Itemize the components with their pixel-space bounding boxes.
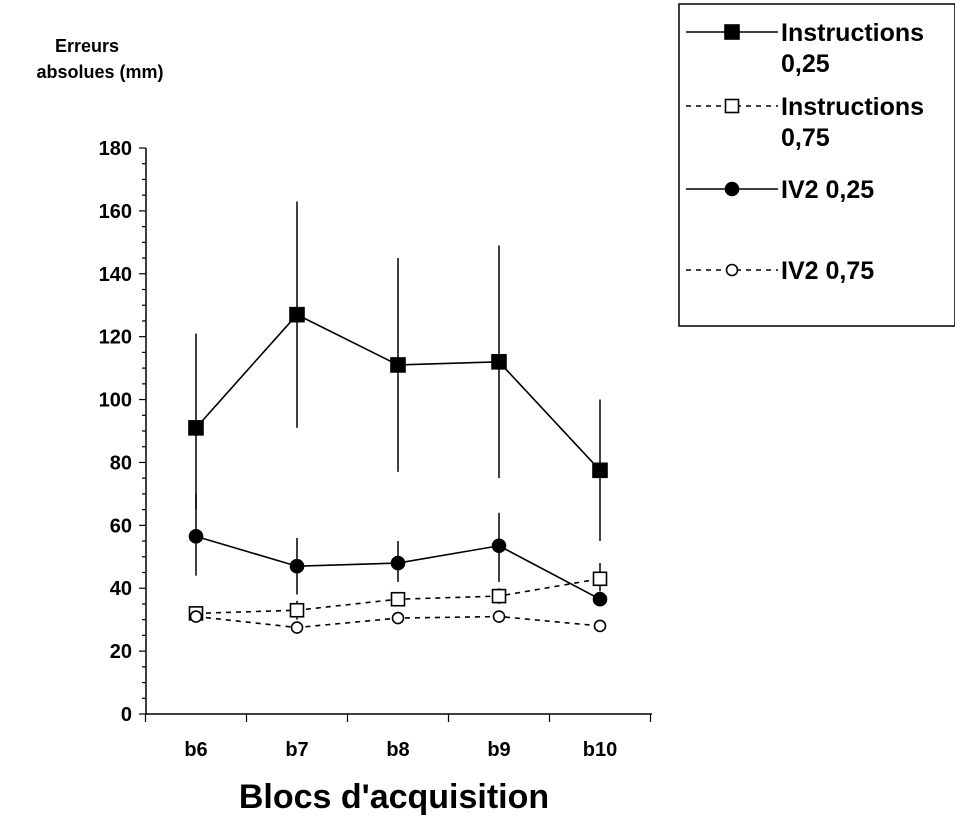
x-axis-title: Blocs d'acquisition — [239, 778, 549, 815]
legend-label: 0,25 — [781, 50, 830, 78]
data-point-marker — [491, 354, 507, 370]
x-tick-label: b10 — [583, 739, 617, 761]
data-point-marker — [390, 555, 406, 571]
legend-label: 0,75 — [781, 124, 830, 152]
data-point-marker — [491, 538, 507, 554]
y-tick-label: 140 — [99, 264, 132, 286]
x-tick-label: b8 — [386, 739, 409, 761]
legend-label: Instructions — [781, 19, 924, 47]
legend-box — [678, 3, 955, 327]
data-point-marker — [390, 591, 406, 607]
data-point-marker — [189, 610, 203, 623]
data-point-marker — [390, 357, 406, 373]
y-tick-label: 80 — [110, 452, 132, 474]
legend-marker — [724, 24, 740, 40]
y-tick-label: 180 — [99, 138, 132, 160]
x-tick-label: b7 — [285, 739, 308, 761]
legend-label: Instructions — [781, 93, 924, 121]
data-point-marker — [289, 558, 305, 574]
x-tick-label: b6 — [184, 739, 207, 761]
y-tick-label: 160 — [99, 201, 132, 223]
data-point-marker — [290, 621, 304, 634]
y-axis-title: absolues (mm) — [36, 62, 163, 82]
data-point-marker — [592, 462, 608, 479]
legend-marker — [724, 98, 740, 114]
y-tick-label: 0 — [121, 704, 132, 726]
data-point-marker — [491, 588, 507, 604]
data-point-marker — [492, 610, 506, 623]
legend-marker — [724, 181, 740, 197]
y-tick-label: 60 — [110, 515, 132, 537]
legend-marker — [725, 263, 739, 277]
legend-label: IV2 0,75 — [781, 257, 874, 285]
y-tick-label: 120 — [99, 327, 132, 349]
y-tick-label: 20 — [110, 641, 132, 663]
y-tick-label: 100 — [99, 390, 132, 412]
data-point-marker — [289, 602, 305, 618]
data-point-marker — [593, 619, 607, 633]
data-point-marker — [391, 611, 405, 625]
data-point-marker — [592, 591, 608, 607]
data-point-marker — [592, 571, 608, 587]
data-point-marker — [188, 529, 204, 544]
data-point-marker — [188, 420, 204, 436]
y-tick-label: 40 — [110, 578, 132, 600]
x-tick-label: b9 — [487, 739, 510, 761]
data-point-marker — [289, 306, 305, 323]
legend-label: IV2 0,25 — [781, 176, 874, 204]
y-axis-title: Erreurs — [55, 36, 119, 56]
